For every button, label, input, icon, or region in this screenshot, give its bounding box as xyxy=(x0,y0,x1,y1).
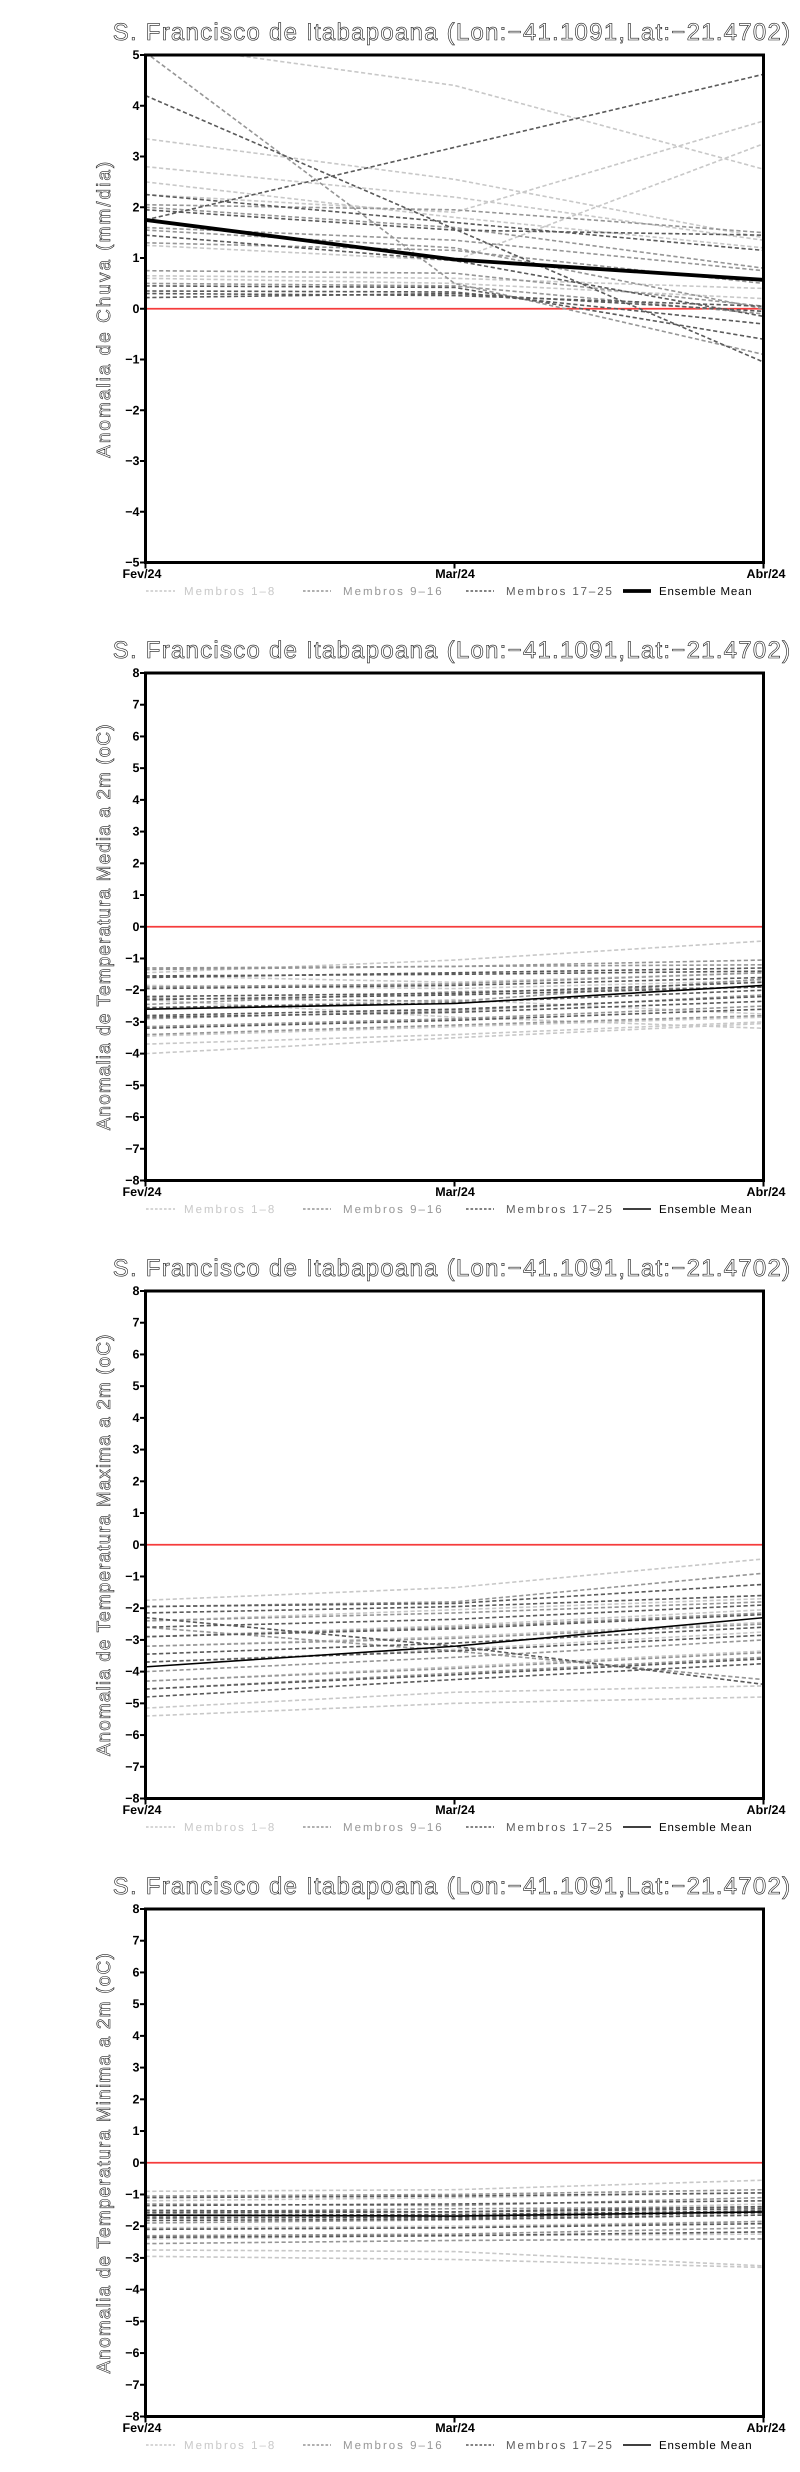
svg-text:1: 1 xyxy=(133,1506,140,1520)
svg-text:−4: −4 xyxy=(125,2283,139,2297)
svg-text:−8: −8 xyxy=(125,1792,139,1806)
svg-text:4: 4 xyxy=(133,1411,140,1425)
svg-text:−4: −4 xyxy=(125,1047,139,1061)
svg-text:Membros 1–8: Membros 1–8 xyxy=(184,1204,276,1216)
svg-text:S. Francisco de Itabapoana (Lo: S. Francisco de Itabapoana (Lon:−41.1091… xyxy=(113,1255,792,1282)
svg-text:Abr/24: Abr/24 xyxy=(747,1803,786,1817)
svg-text:−2: −2 xyxy=(125,1601,139,1615)
svg-text:7: 7 xyxy=(133,698,140,712)
svg-text:Membros 17–25: Membros 17–25 xyxy=(506,2440,614,2452)
svg-text:Membros 17–25: Membros 17–25 xyxy=(506,1204,614,1216)
svg-text:3: 3 xyxy=(133,825,140,839)
svg-text:−3: −3 xyxy=(125,454,139,468)
svg-text:5: 5 xyxy=(133,1997,140,2011)
svg-text:−6: −6 xyxy=(125,1728,139,1742)
svg-text:Membros 9–16: Membros 9–16 xyxy=(343,1822,444,1834)
svg-text:5: 5 xyxy=(133,1379,140,1393)
svg-text:Abr/24: Abr/24 xyxy=(747,567,786,581)
svg-text:Membros 17–25: Membros 17–25 xyxy=(506,586,614,598)
svg-text:−4: −4 xyxy=(125,1665,139,1679)
svg-text:Fev/24: Fev/24 xyxy=(123,2421,162,2435)
svg-text:−1: −1 xyxy=(125,951,139,965)
svg-text:6: 6 xyxy=(133,1965,140,1979)
svg-text:S. Francisco de Itabapoana (Lo: S. Francisco de Itabapoana (Lon:−41.1091… xyxy=(113,19,792,46)
svg-text:Ensemble Mean: Ensemble Mean xyxy=(659,586,753,598)
svg-text:−4: −4 xyxy=(125,505,139,519)
svg-text:−7: −7 xyxy=(125,2378,139,2392)
svg-text:6: 6 xyxy=(133,729,140,743)
svg-text:7: 7 xyxy=(133,1934,140,1948)
svg-text:−2: −2 xyxy=(125,983,139,997)
svg-text:0: 0 xyxy=(133,302,140,316)
svg-text:4: 4 xyxy=(133,99,140,113)
svg-text:−3: −3 xyxy=(125,1015,139,1029)
svg-text:Membros 9–16: Membros 9–16 xyxy=(343,586,444,598)
svg-text:Mar/24: Mar/24 xyxy=(435,567,475,581)
svg-text:0: 0 xyxy=(133,1538,140,1552)
svg-text:−5: −5 xyxy=(125,1696,139,1710)
svg-text:3: 3 xyxy=(133,2061,140,2075)
svg-text:S. Francisco de Itabapoana (Lo: S. Francisco de Itabapoana (Lon:−41.1091… xyxy=(113,1873,792,1900)
svg-text:Anomalia de Temperatura Maxima: Anomalia de Temperatura Maxima a 2m (oC) xyxy=(94,1333,115,1756)
svg-text:6: 6 xyxy=(133,1347,140,1361)
svg-text:Abr/24: Abr/24 xyxy=(747,1185,786,1199)
svg-text:−3: −3 xyxy=(125,1633,139,1647)
svg-text:Membros 1–8: Membros 1–8 xyxy=(184,586,276,598)
svg-text:−6: −6 xyxy=(125,1110,139,1124)
svg-text:Mar/24: Mar/24 xyxy=(435,2421,475,2435)
svg-text:−3: −3 xyxy=(125,2251,139,2265)
svg-text:Fev/24: Fev/24 xyxy=(123,1185,162,1199)
svg-text:0: 0 xyxy=(133,920,140,934)
svg-text:8: 8 xyxy=(133,1284,140,1298)
svg-text:Membros 1–8: Membros 1–8 xyxy=(184,2440,276,2452)
svg-text:−5: −5 xyxy=(125,1078,139,1092)
svg-text:Anomalia de Temperatura Media: Anomalia de Temperatura Media a 2m (oC) xyxy=(94,723,115,1130)
svg-text:3: 3 xyxy=(133,1443,140,1457)
svg-text:−8: −8 xyxy=(125,1174,139,1188)
svg-text:−5: −5 xyxy=(125,556,139,570)
svg-text:Membros 1–8: Membros 1–8 xyxy=(184,1822,276,1834)
svg-text:2: 2 xyxy=(133,200,140,214)
svg-text:Ensemble Mean: Ensemble Mean xyxy=(659,1204,753,1216)
svg-text:Membros 9–16: Membros 9–16 xyxy=(343,2440,444,2452)
svg-text:−1: −1 xyxy=(125,1569,139,1583)
svg-text:5: 5 xyxy=(133,48,140,62)
svg-text:4: 4 xyxy=(133,793,140,807)
svg-text:−8: −8 xyxy=(125,2410,139,2424)
svg-text:−5: −5 xyxy=(125,2314,139,2328)
svg-text:Fev/24: Fev/24 xyxy=(123,567,162,581)
svg-text:0: 0 xyxy=(133,2156,140,2170)
svg-text:2: 2 xyxy=(133,2092,140,2106)
svg-text:Ensemble Mean: Ensemble Mean xyxy=(659,1822,753,1834)
svg-text:−1: −1 xyxy=(125,2187,139,2201)
svg-text:Anomalia de Chuva (mm/dia): Anomalia de Chuva (mm/dia) xyxy=(94,160,115,458)
svg-text:1: 1 xyxy=(133,251,140,265)
svg-text:5: 5 xyxy=(133,761,140,775)
svg-text:2: 2 xyxy=(133,1474,140,1488)
svg-text:−7: −7 xyxy=(125,1760,139,1774)
svg-text:S. Francisco de Itabapoana (Lo: S. Francisco de Itabapoana (Lon:−41.1091… xyxy=(113,637,792,664)
svg-text:Mar/24: Mar/24 xyxy=(435,1803,475,1817)
svg-text:2: 2 xyxy=(133,856,140,870)
svg-text:8: 8 xyxy=(133,666,140,680)
svg-text:−7: −7 xyxy=(125,1142,139,1156)
svg-text:−2: −2 xyxy=(125,403,139,417)
svg-text:Ensemble Mean: Ensemble Mean xyxy=(659,2440,753,2452)
svg-text:Membros 17–25: Membros 17–25 xyxy=(506,1822,614,1834)
svg-text:1: 1 xyxy=(133,888,140,902)
svg-text:Membros 9–16: Membros 9–16 xyxy=(343,1204,444,1216)
svg-text:Abr/24: Abr/24 xyxy=(747,2421,786,2435)
svg-text:1: 1 xyxy=(133,2124,140,2138)
svg-text:Mar/24: Mar/24 xyxy=(435,1185,475,1199)
svg-text:−2: −2 xyxy=(125,2219,139,2233)
svg-text:7: 7 xyxy=(133,1316,140,1330)
svg-text:8: 8 xyxy=(133,1902,140,1916)
svg-text:Fev/24: Fev/24 xyxy=(123,1803,162,1817)
svg-text:4: 4 xyxy=(133,2029,140,2043)
svg-text:−6: −6 xyxy=(125,2346,139,2360)
svg-text:−1: −1 xyxy=(125,353,139,367)
svg-text:3: 3 xyxy=(133,150,140,164)
svg-text:Anomalia de Temperatura Minima: Anomalia de Temperatura Minima a 2m (oC) xyxy=(94,1952,115,2373)
